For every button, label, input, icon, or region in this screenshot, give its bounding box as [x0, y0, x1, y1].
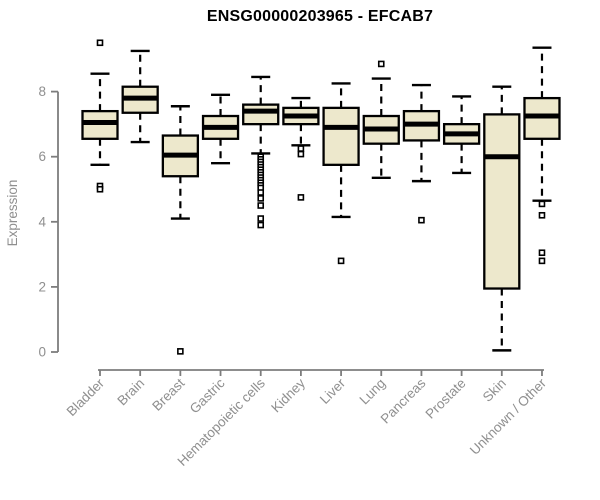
outlier-point [96, 185, 104, 193]
outlier-point [257, 195, 265, 202]
outlier-point [297, 194, 305, 201]
outlier-point [418, 216, 425, 224]
box-group-unknown-other [523, 46, 561, 265]
iqr-box [242, 103, 280, 126]
outlier-point [257, 202, 265, 209]
x-category-label: Bladder [64, 375, 108, 419]
x-category-label: Unknown / Other [467, 375, 550, 458]
box-group-hematopoietic-cells [242, 75, 280, 229]
outlier-point [257, 189, 265, 196]
x-category-label: Pancreas [378, 375, 429, 426]
outlier-point [538, 249, 546, 257]
box-group-skin [483, 85, 521, 352]
box-group-bladder [81, 39, 119, 193]
y-tick-label: 2 [38, 279, 46, 294]
y-tick-label: 4 [38, 214, 46, 229]
outlier-point [177, 348, 184, 355]
y-tick-label: 0 [38, 345, 46, 360]
outlier-point [257, 221, 265, 229]
outlier-point [257, 215, 265, 222]
x-category-label: Liver [317, 375, 349, 407]
outlier-point [538, 211, 546, 219]
x-category-label: Lung [357, 376, 389, 408]
box-group-kidney [282, 96, 320, 201]
box-group-breast [161, 105, 200, 355]
iqr-box [483, 113, 521, 290]
outlier-point [538, 200, 546, 208]
box-group-prostate [442, 95, 481, 175]
y-tick-label: 8 [38, 84, 46, 99]
box-group-liver [322, 82, 360, 265]
x-category-label: Kidney [268, 375, 308, 415]
outlier-point [297, 145, 305, 152]
outlier-point [96, 39, 104, 47]
outlier-point [337, 257, 345, 265]
outlier-point [377, 60, 385, 68]
chart-title: ENSG00000203965 - EFCAB7 [206, 8, 434, 25]
outlier-point [538, 257, 546, 265]
x-category-label: Brain [114, 376, 147, 409]
box-group-lung [362, 60, 400, 180]
x-category-label: Skin [480, 376, 509, 405]
box-group-gastric [201, 93, 240, 165]
x-category-label: Prostate [423, 376, 469, 422]
outlier-point [297, 150, 305, 158]
iqr-box [322, 106, 360, 166]
box-group-brain [121, 49, 159, 144]
y-tick-label: 6 [38, 149, 46, 164]
x-category-label: Breast [149, 375, 187, 413]
box-group-pancreas [402, 83, 441, 224]
